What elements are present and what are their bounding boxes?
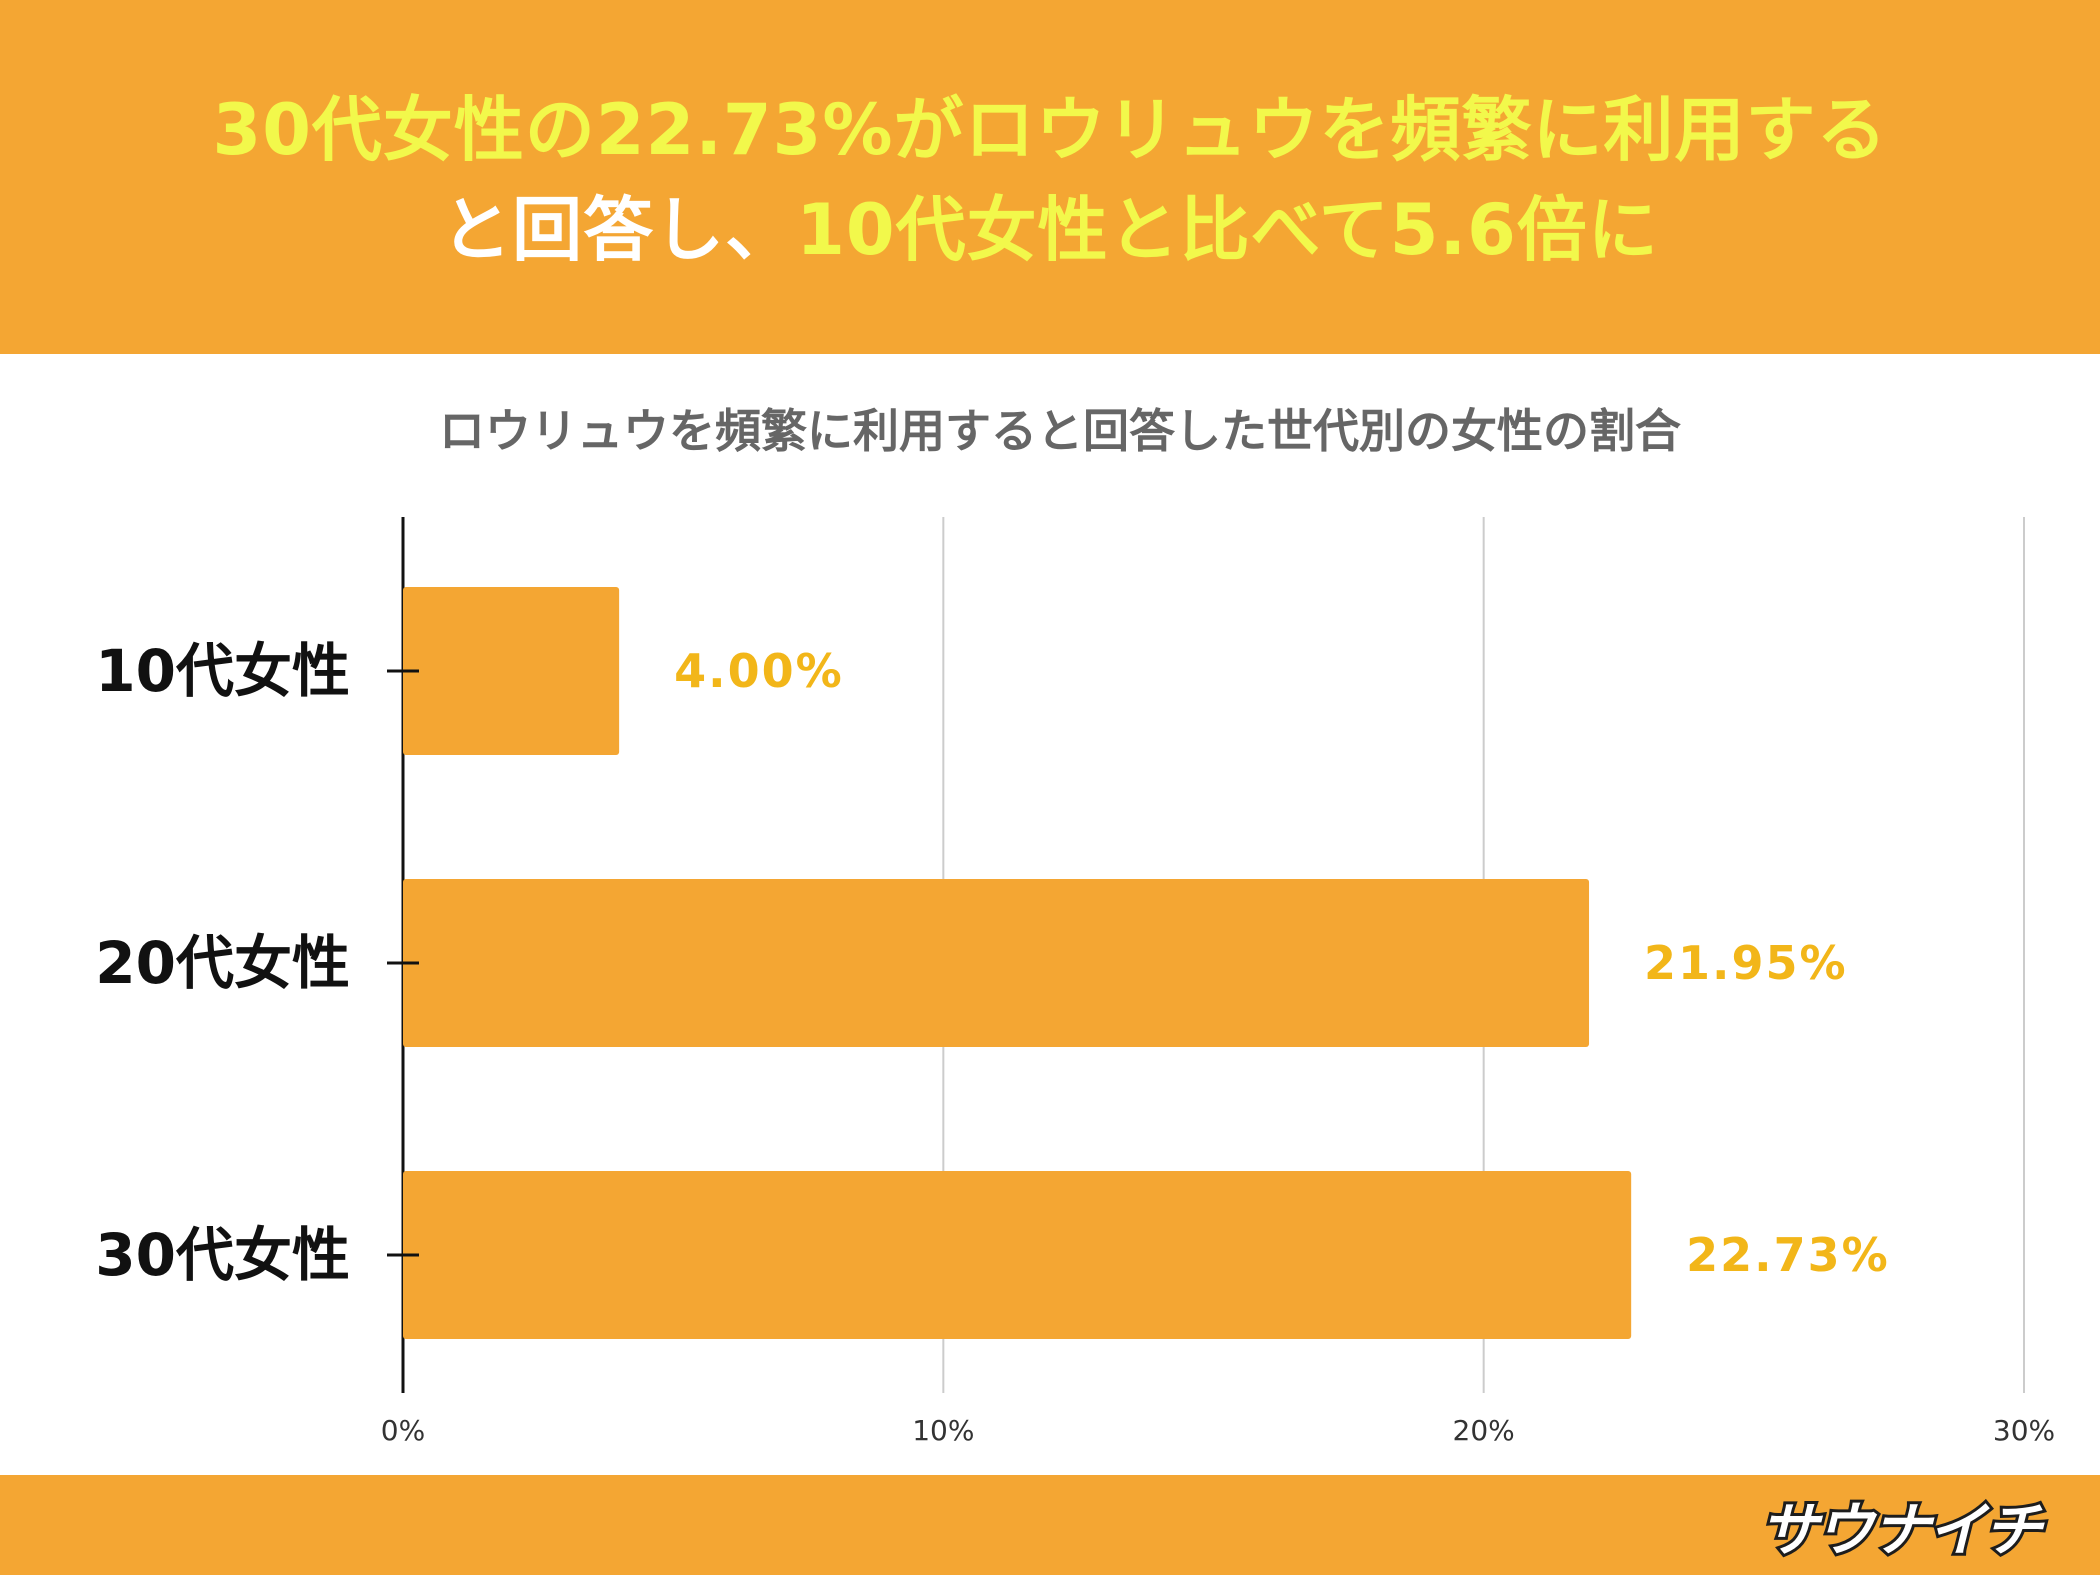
bar xyxy=(403,587,620,755)
data-label: 22.73% xyxy=(1686,1228,1890,1282)
headline-highlight: 30代女性の22.73%がロウリュウを頻繁に利用する xyxy=(212,89,1888,171)
bar xyxy=(403,1171,1632,1339)
footer-band: サウナイチ xyxy=(0,1475,2100,1575)
x-tick-label: 10% xyxy=(912,1414,974,1447)
bar-chart: 10代女性 4.00% 20代女性 21.95% 30代女性 22.73% 0% 10% 20%… xyxy=(95,517,2055,1447)
chart-title: ロウリュウを頻繁に利用すると回答した世代別の女性の割合 xyxy=(439,404,1681,458)
logo-text: サウナイチ xyxy=(1757,1493,2045,1567)
data-label: 4.00% xyxy=(674,644,844,698)
data-label: 21.95% xyxy=(1644,936,1848,990)
headline-plain: と回答し、 xyxy=(441,189,797,271)
header-banner: 30代女性の22.73%がロウリュウを頻繁に利用する と回答し、10代女性と比べ… xyxy=(0,0,2100,354)
bar xyxy=(403,879,1590,1047)
x-tick-label: 30% xyxy=(1993,1414,2055,1447)
headline-line-2: と回答し、10代女性と比べて5.6倍に xyxy=(0,185,2100,275)
x-tick-label: 20% xyxy=(1453,1414,1515,1447)
category-label: 30代女性 xyxy=(95,1221,350,1289)
headline-line-1: 30代女性の22.73%がロウリュウを頻繁に利用する xyxy=(0,85,2100,175)
category-label: 10代女性 xyxy=(95,637,350,705)
brand-logo: サウナイチ xyxy=(1757,1487,2045,1567)
headline-highlight: 10代女性と比べて5.6倍に xyxy=(796,189,1659,271)
x-tick-label: 0% xyxy=(381,1414,425,1447)
category-label: 20代女性 xyxy=(95,929,350,997)
